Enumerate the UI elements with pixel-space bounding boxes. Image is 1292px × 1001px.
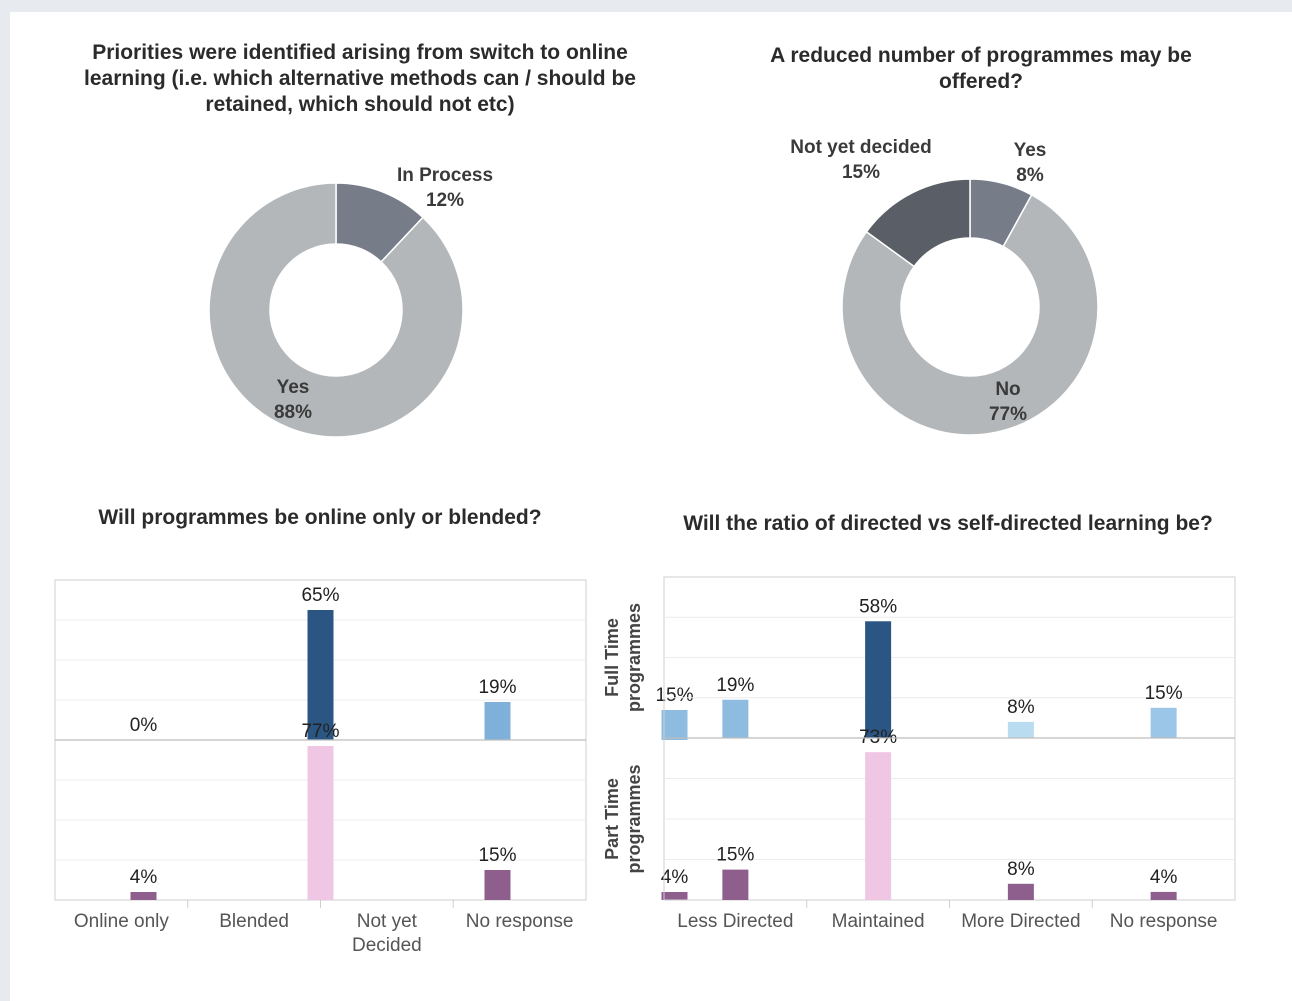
bar-2-series-1-bar-0 [130,892,157,900]
bar-chart-3: Will the ratio of directed vs self-direc… [602,512,1236,932]
bar-3-series-1-bar-3 [1150,891,1177,900]
bar-3-series-0-bar-3 [1150,707,1177,738]
bar-3-row-label-0-line-1: programmes [624,603,644,712]
dashboard-canvas [10,12,1292,1001]
bar-2-series-1-bar-1 [307,746,334,900]
donut-title-0-line-0: Priorities were identified arising from … [92,41,628,64]
donut-0-category-label-1: Yes [277,377,310,398]
donut-1-slice-no [841,193,1099,436]
donut-0-slice-yes [208,182,464,438]
bar-3-series-0-data-label-0: 19% [716,675,754,696]
bar-2-series-0-data-label-1: 65% [301,585,339,606]
donut-1-value-label-1: 77% [989,404,1027,425]
bar-2-series-0-data-label-3: 15% [655,685,693,706]
bar-3-series-0-data-label-3: 15% [1145,683,1183,704]
bar-3-series-1-bar-1 [865,752,892,900]
donut-1-category-label-1: No [995,379,1020,400]
donut-chart-0: Priorities were identified arising from … [84,41,636,438]
donut-1-value-label-2: 15% [842,162,880,183]
bar-3-series-1-bar-0 [722,869,749,900]
bar-3-series-0-bar-2 [1007,721,1034,738]
bar-3-row-label-1-line-0: Part Time [602,778,622,860]
bar-3-row-label-0-line-0: Full Time [602,618,622,697]
donut-chart-1: A reduced number of programmes may be off… [770,44,1192,436]
donut-1-category-label-2: Not yet decided [790,137,931,158]
bar-title-3: Will the ratio of directed vs self-direc… [683,512,1213,535]
bar-2-series-1-data-label-3: 4% [661,867,689,888]
bar-2-series-1-data-label-0: 4% [130,867,158,888]
bar-2-series-0-bar-3 [661,710,688,740]
donut-1-category-label-0: Yes [1014,140,1047,161]
bar-2-category-label-1-line-0: Blended [219,911,289,932]
donut-title-1-line-0: A reduced number of programmes may be [770,44,1192,67]
bar-2-series-0-data-label-2: 19% [478,677,516,698]
donut-title-1-line-1: offered? [939,70,1023,93]
bar-chart-2: Will programmes be online only or blende… [54,506,694,956]
bar-2-series-1-data-label-2: 15% [478,845,516,866]
bar-2-series-1-bar-3 [661,892,688,900]
bar-3-series-0-bar-0 [722,699,749,738]
bar-2-series-0-data-label-0: 0% [130,715,158,736]
bar-2-series-1-bar-2 [484,870,511,900]
bar-3-series-0-data-label-2: 8% [1007,697,1035,718]
bar-3-category-label-3-line-0: No response [1110,911,1218,932]
bar-title-2: Will programmes be online only or blende… [98,506,541,529]
bar-2-category-label-3-line-0: No response [466,911,574,932]
bar-3-series-1-bar-2 [1007,883,1034,900]
bar-2-category-label-2-line-1: Decided [352,935,422,956]
donut-0-value-label-0: 12% [426,190,464,211]
donut-1-value-label-0: 8% [1016,165,1044,186]
bar-2-series-0-bar-1 [307,610,334,740]
donut-0-category-label-0: In Process [397,165,493,186]
bar-3-series-0-bar-1 [865,621,892,738]
bar-3-series-0-data-label-1: 58% [859,596,897,617]
donut-title-0-line-1: learning (i.e. which alternative methods… [84,67,636,90]
donut-0-value-label-1: 88% [274,402,312,423]
bar-3-series-1-data-label-3: 4% [1150,867,1178,888]
bar-3-series-1-data-label-2: 8% [1007,859,1035,880]
bar-2-category-label-0-line-0: Online only [74,911,170,932]
bar-3-category-label-0-line-0: Less Directed [677,911,793,932]
bar-2-category-label-2-line-0: Not yet [357,911,418,932]
donut-title-0-line-2: retained, which should not etc) [205,93,514,116]
bar-3-row-label-1-line-1: programmes [624,764,644,873]
bar-2-series-0-bar-2 [484,702,511,740]
bar-3-series-1-data-label-0: 15% [716,845,754,866]
donut-1-slice-not-yet-decided [865,178,971,268]
bar-3-category-label-2-line-0: More Directed [961,911,1080,932]
bar-2-series-1-data-label-1: 77% [301,721,339,742]
bar-3-category-label-1-line-0: Maintained [832,911,925,932]
